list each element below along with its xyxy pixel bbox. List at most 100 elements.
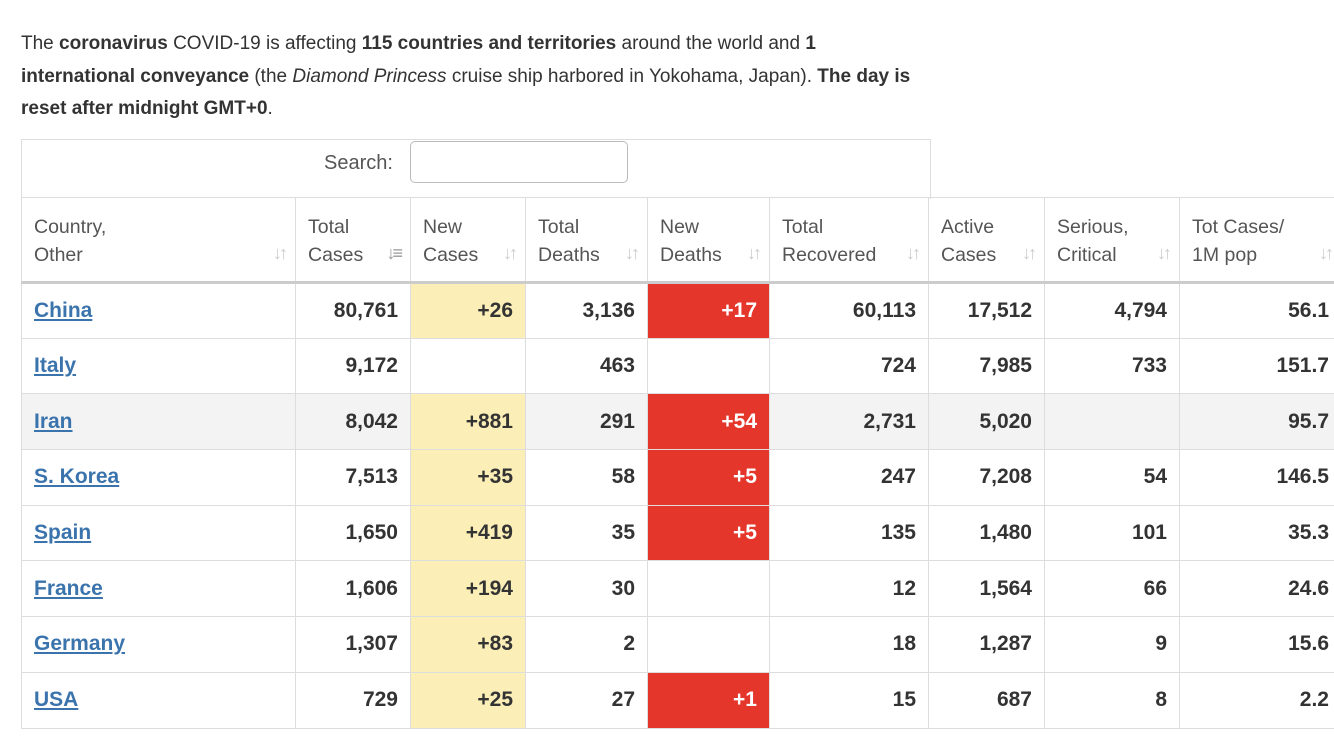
serious-cell: 101 (1044, 504, 1180, 562)
active-cases-cell: 1,480 (928, 504, 1045, 562)
country-link[interactable]: USA (34, 688, 79, 712)
column-header-line1: Total (782, 216, 824, 238)
column-header-line2: Recovered (782, 244, 877, 266)
total-deaths-cell: 291 (525, 393, 648, 451)
column-header-line2: Deaths (660, 244, 722, 266)
country-cell: Spain (21, 504, 296, 562)
total-recovered-cell: 15 (769, 671, 929, 729)
total-cases-cell: 8,042 (295, 393, 411, 451)
column-header-line2: Critical (1057, 244, 1117, 266)
total-cases-cell: 80,761 (295, 282, 411, 339)
intro-italic: Diamond Princess (292, 65, 447, 87)
sort-icon[interactable]: ↓↑ (1022, 243, 1037, 263)
sort-icon[interactable]: ↓↑ (747, 243, 762, 263)
intro-text: . (267, 98, 273, 119)
new-deaths-cell (647, 560, 770, 618)
new-cases-cell: +26 (410, 282, 526, 339)
country-link[interactable]: Germany (34, 632, 126, 656)
total-recovered-cell: 135 (769, 504, 929, 562)
total-cases-cell: 7,513 (295, 449, 411, 506)
intro-text: around the world and (616, 33, 806, 54)
cases-table: Country, Other ↓↑ Total Cases ↓≡ New Cases ↓↑ Tot… (21, 197, 1334, 729)
table-row: China 80,761 +26 3,136 +17 60,113 17,512 4,794 5… (21, 282, 1334, 339)
serious-cell: 54 (1044, 449, 1180, 506)
country-link[interactable]: Iran (34, 409, 73, 433)
total-deaths-cell: 27 (525, 671, 648, 729)
new-cases-cell: +35 (410, 449, 526, 506)
sort-icon[interactable]: ↓↑ (1319, 243, 1334, 263)
total-recovered-cell: 60,113 (769, 282, 929, 339)
sort-icon[interactable]: ↓↑ (625, 243, 640, 263)
column-header[interactable]: New Deaths ↓↑ (647, 197, 770, 284)
column-header-line1: Tot Cases/ (1192, 216, 1285, 238)
table-row: Germany 1,307 +83 2 18 1,287 9 15.6 (21, 616, 1334, 673)
column-header[interactable]: Serious, Critical ↓↑ (1044, 197, 1180, 284)
active-cases-cell: 1,287 (928, 616, 1045, 673)
total-recovered-cell: 18 (769, 616, 929, 673)
new-deaths-cell (647, 337, 770, 395)
active-cases-cell: 17,512 (928, 282, 1045, 339)
new-cases-cell: +419 (410, 504, 526, 562)
column-header[interactable]: New Cases ↓↑ (410, 197, 526, 284)
column-header-line2: 1M pop (1192, 244, 1258, 266)
intro-bold: 115 countries and territories (361, 33, 617, 54)
total-recovered-cell: 724 (769, 337, 929, 395)
table-row: Iran 8,042 +881 291 +54 2,731 5,020 95.7 (21, 393, 1334, 451)
intro-bold: 1 international conveyance (21, 33, 816, 87)
new-cases-cell (410, 337, 526, 395)
column-header[interactable]: Total Recovered ↓↑ (769, 197, 929, 284)
new-cases-cell: +83 (410, 616, 526, 673)
total-deaths-cell: 463 (525, 337, 648, 395)
country-link[interactable]: France (34, 576, 103, 600)
sort-desc-icon[interactable]: ↓≡ (386, 243, 402, 263)
country-cell: Iran (21, 393, 296, 451)
country-link[interactable]: Spain (34, 521, 92, 545)
sort-icon[interactable]: ↓↑ (273, 243, 288, 263)
column-header-line2: Deaths (538, 244, 600, 266)
per-million-cell: 56.1 (1179, 282, 1334, 339)
column-header-line1: Total (538, 216, 580, 238)
active-cases-cell: 687 (928, 671, 1045, 729)
column-header-line1: Country, (34, 216, 107, 238)
intro-text: (the (249, 65, 293, 87)
column-header[interactable]: Total Cases ↓≡ (295, 197, 411, 284)
search-label: Search: (324, 152, 393, 174)
per-million-cell: 146.5 (1179, 449, 1334, 506)
per-million-cell: 151.7 (1179, 337, 1334, 395)
total-recovered-cell: 12 (769, 560, 929, 618)
country-link[interactable]: China (34, 298, 93, 322)
table-row: Italy 9,172 463 724 7,985 733 151.7 (21, 337, 1334, 395)
serious-cell: 733 (1044, 337, 1180, 395)
intro-text: COVID-19 is affecting (167, 33, 362, 54)
per-million-cell: 35.3 (1179, 504, 1334, 562)
column-header[interactable]: Total Deaths ↓↑ (525, 197, 648, 284)
country-link[interactable]: Italy (34, 354, 77, 378)
active-cases-cell: 7,985 (928, 337, 1045, 395)
sort-icon[interactable]: ↓↑ (1157, 243, 1172, 263)
table-row: France 1,606 +194 30 12 1,564 66 24.6 (21, 560, 1334, 618)
serious-cell: 8 (1044, 671, 1180, 729)
total-deaths-cell: 2 (525, 616, 648, 673)
active-cases-cell: 5,020 (928, 393, 1045, 451)
country-link[interactable]: S. Korea (34, 465, 120, 489)
column-header-line2: Cases (423, 244, 479, 266)
new-deaths-cell: +5 (647, 449, 770, 506)
column-header[interactable]: Country, Other ↓↑ (21, 197, 296, 284)
total-cases-cell: 729 (295, 671, 411, 729)
new-deaths-cell: +54 (647, 393, 770, 451)
new-cases-cell: +881 (410, 393, 526, 451)
new-deaths-cell: +5 (647, 504, 770, 562)
sort-icon[interactable]: ↓↑ (906, 243, 921, 263)
total-cases-cell: 9,172 (295, 337, 411, 395)
new-cases-cell: +194 (410, 560, 526, 618)
country-cell: China (21, 282, 296, 339)
total-deaths-cell: 35 (525, 504, 648, 562)
total-deaths-cell: 30 (525, 560, 648, 618)
per-million-cell: 15.6 (1179, 616, 1334, 673)
search-input[interactable] (410, 141, 628, 183)
active-cases-cell: 1,564 (928, 560, 1045, 618)
column-header[interactable]: Active Cases ↓↑ (928, 197, 1045, 284)
table-row: Spain 1,650 +419 35 +5 135 1,480 101 35.3 (21, 504, 1334, 562)
column-header[interactable]: Tot Cases/1M pop ↓↑ (1179, 197, 1334, 284)
sort-icon[interactable]: ↓↑ (503, 243, 518, 263)
